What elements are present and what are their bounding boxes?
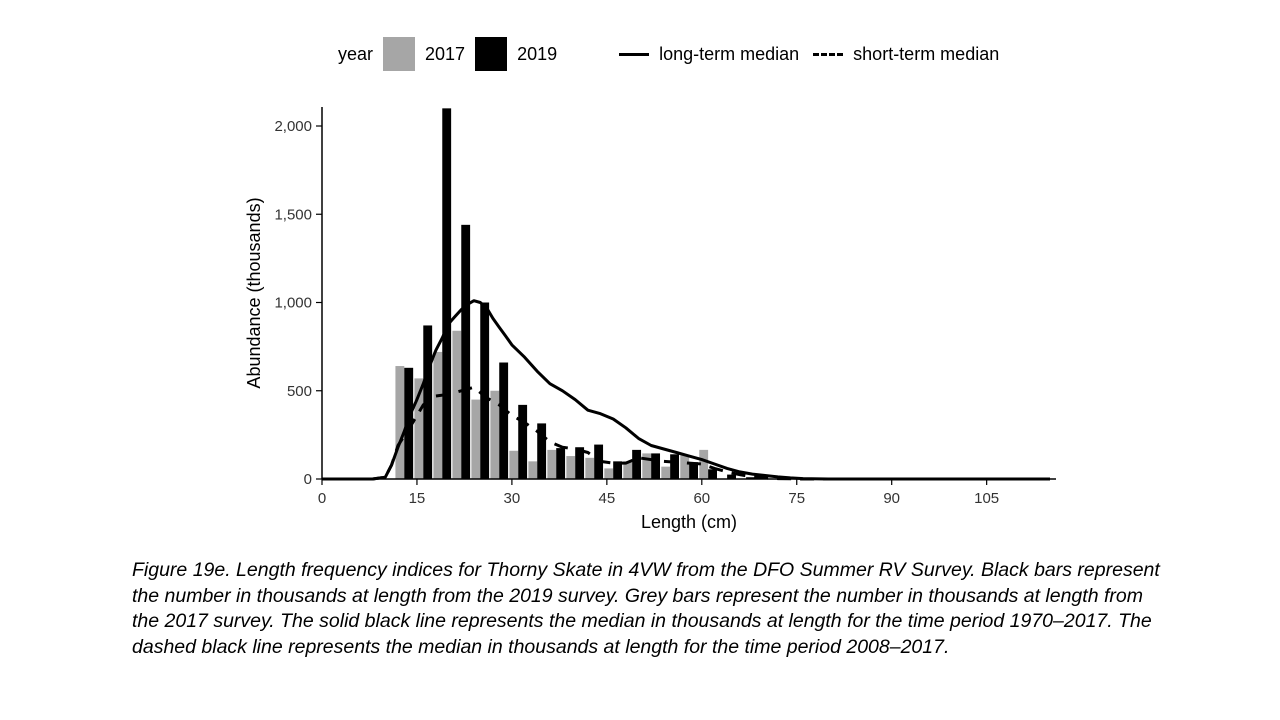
y-tick-label-500: 500 — [287, 383, 312, 400]
bar-2019-55 — [670, 454, 680, 479]
bar-2019-49 — [632, 449, 642, 479]
legend-swatch-2017 — [383, 37, 416, 71]
legend-label-2019: 2019 — [517, 43, 558, 64]
bar-2017-49 — [623, 461, 633, 479]
x-tick-label-90: 90 — [883, 490, 900, 507]
y-tick-label-1000: 1,000 — [274, 295, 312, 312]
y-tick-label-2000: 2,000 — [274, 118, 312, 135]
x-tick-label-105: 105 — [974, 490, 999, 507]
bar-2019-52 — [651, 453, 661, 479]
bar-2019-25 — [480, 302, 490, 479]
bar-2017-16 — [414, 378, 424, 479]
bar-2017-58 — [680, 455, 690, 479]
length-frequency-chart: 0 15 30 45 60 75 90 105 0 500 1,000 1,500 2,000 Lengt… — [244, 107, 1056, 532]
bar-2017-55 — [661, 466, 671, 479]
bar-2017-34 — [528, 461, 538, 479]
y-axis-label: Abundance (thousands) — [244, 197, 264, 388]
line-short-term-median — [322, 385, 1050, 481]
bar-2019-31 — [518, 404, 528, 479]
y-tick-label-0: 0 — [304, 471, 312, 488]
legend-label-long-term: long-term median — [659, 43, 800, 64]
legend-solid-line-swatch — [619, 52, 650, 56]
legend-label-short-term: short-term median — [853, 43, 1000, 64]
x-tick-label-15: 15 — [409, 490, 426, 507]
figure-caption: Figure 19e. Length frequency indices for… — [132, 559, 1160, 658]
legend-title: year — [338, 43, 374, 64]
bar-2017-52 — [642, 453, 652, 479]
x-axis-label: Length (cm) — [641, 512, 737, 532]
bar-2017-61 — [699, 449, 709, 479]
y-tick-label-1500: 1,500 — [274, 206, 312, 223]
bar-2017-40 — [566, 456, 576, 479]
legend: year 2017 2019 long-term median short-te… — [338, 36, 999, 72]
bar-2019-46 — [613, 461, 623, 479]
bar-2019-19 — [442, 108, 452, 479]
x-tick-label-60: 60 — [693, 490, 710, 507]
bar-2017-28 — [490, 390, 500, 479]
bar-2017-31 — [509, 450, 519, 479]
bar-2019-58 — [689, 462, 699, 479]
bar-2017-37 — [547, 449, 557, 479]
bar-2019-64 — [727, 474, 736, 479]
bar-2017-13 — [395, 366, 405, 479]
legend-swatch-2019 — [475, 37, 508, 71]
bar-2019-40 — [575, 447, 585, 479]
legend-label-2017: 2017 — [425, 43, 466, 64]
bar-2017-19 — [433, 351, 443, 479]
bar-2019-37 — [556, 448, 566, 479]
bar-2019-13 — [404, 367, 414, 479]
line-long-term-median — [322, 299, 1050, 481]
x-tick-label-0: 0 — [318, 490, 326, 507]
bar-2019-22 — [461, 224, 471, 479]
x-tick-label-45: 45 — [599, 490, 616, 507]
bar-2017-43 — [585, 457, 595, 479]
bar-2017-25 — [471, 399, 481, 479]
bar-2019-61 — [708, 469, 717, 479]
legend-dashed-line-swatch — [813, 52, 844, 56]
bar-2017-22 — [452, 330, 462, 479]
bar-2019-34 — [537, 423, 547, 479]
bar-2019-28 — [499, 362, 509, 479]
x-tick-label-30: 30 — [504, 490, 521, 507]
x-tick-label-75: 75 — [788, 490, 805, 507]
bar-2017-46 — [604, 468, 614, 479]
bar-2019-67 — [746, 477, 755, 479]
